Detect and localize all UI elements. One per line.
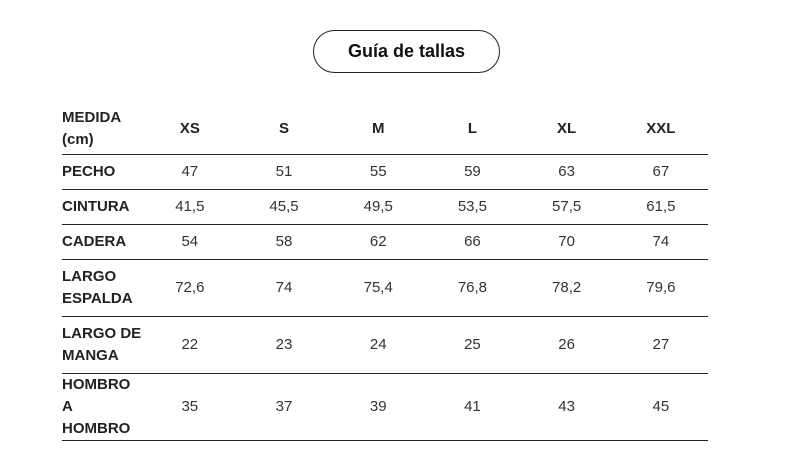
size-value: 74 [652, 233, 670, 250]
header-s: S [279, 120, 290, 138]
size-value: 49,5 [363, 198, 393, 215]
size-guide-button[interactable]: Guía de tallas [313, 30, 500, 73]
row-label: PECHO [62, 162, 116, 180]
table-row: PECHO 47 51 55 59 63 67 [62, 154, 708, 189]
size-value: 55 [369, 163, 387, 180]
size-value: 45 [652, 398, 670, 415]
header-m: M [371, 120, 385, 138]
size-value: 23 [275, 336, 293, 353]
table-row: CADERA 54 58 62 66 70 74 [62, 224, 708, 259]
size-value: 39 [369, 398, 387, 415]
table-row: HOMBRO A HOMBRO 35 37 39 41 43 45 [62, 373, 708, 440]
size-value: 61,5 [646, 198, 676, 215]
size-value: 45,5 [269, 198, 299, 215]
row-label: CADERA [62, 232, 127, 250]
size-value: 66 [464, 233, 481, 250]
size-value: 70 [558, 233, 575, 250]
size-value: 59 [464, 163, 481, 180]
size-value: 22 [181, 336, 199, 353]
size-value: 51 [275, 163, 293, 180]
header-l: L [467, 120, 478, 138]
size-value: 37 [275, 398, 293, 415]
size-value: 75,4 [363, 279, 393, 296]
size-value: 25 [464, 336, 481, 353]
size-value: 57,5 [552, 198, 582, 215]
header-xxl: XXL [646, 120, 676, 138]
table-row: LARGO DE MANGA 22 23 24 25 26 27 [62, 316, 708, 373]
size-value: 67 [652, 163, 670, 180]
size-value: 35 [181, 398, 199, 415]
size-chart-table: MEDIDA (cm) XS S M L XL XXL PECHO 47 51 55 5… [62, 104, 708, 441]
row-label: LARGO ESPALDA [62, 267, 133, 307]
size-value: 27 [652, 336, 670, 353]
size-value: 47 [181, 163, 199, 180]
size-value: 26 [558, 336, 575, 353]
header-xl: XL [557, 120, 577, 138]
size-value: 41 [464, 398, 481, 415]
header-measure: MEDIDA (cm) [62, 108, 121, 148]
size-value: 24 [369, 336, 387, 353]
size-value: 74 [275, 279, 293, 296]
header-xs: XS [179, 120, 200, 138]
size-value: 54 [181, 233, 199, 250]
size-value: 43 [558, 398, 575, 415]
size-value: 63 [558, 163, 575, 180]
size-value: 72,6 [175, 279, 205, 296]
size-value: 62 [369, 233, 387, 250]
row-label: HOMBRO A HOMBRO [62, 375, 131, 437]
table-row: LARGO ESPALDA 72,6 74 75,4 76,8 78,2 79,6 [62, 259, 708, 316]
size-value: 78,2 [552, 279, 582, 296]
size-value: 53,5 [457, 198, 488, 215]
size-value: 79,6 [646, 279, 676, 296]
size-value: 58 [275, 233, 293, 250]
row-label: CINTURA [62, 197, 130, 215]
row-label: LARGO DE MANGA [62, 324, 142, 364]
size-value: 76,8 [457, 279, 488, 296]
table-header-row: MEDIDA (cm) XS S M L XL XXL [62, 104, 708, 154]
size-value: 41,5 [175, 198, 205, 215]
table-row: CINTURA 41,5 45,5 49,5 53,5 57,5 61,5 [62, 189, 708, 224]
